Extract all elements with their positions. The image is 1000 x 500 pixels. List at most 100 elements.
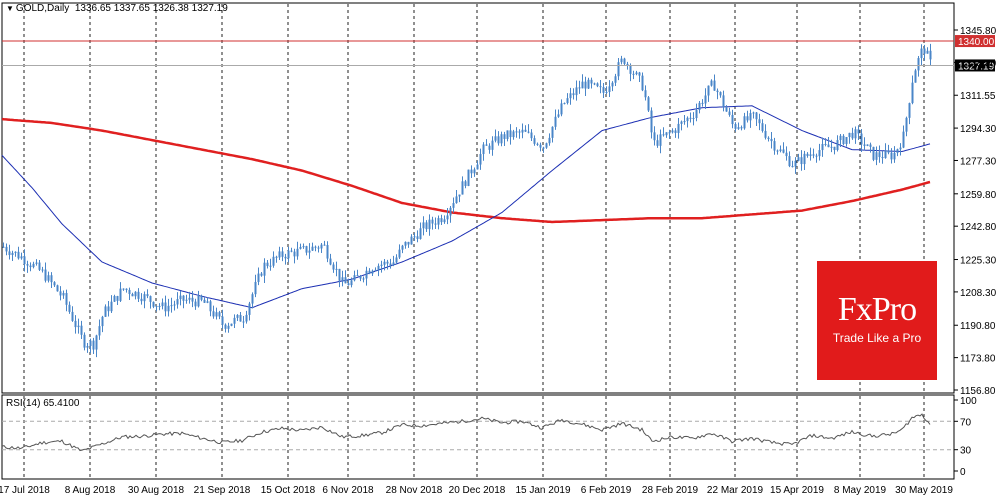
candle-body bbox=[662, 134, 665, 136]
candle-body bbox=[827, 144, 830, 148]
candle-body bbox=[776, 150, 779, 152]
candle-body bbox=[602, 87, 605, 93]
candle-body bbox=[266, 262, 269, 267]
symbol-label: GOLD,Daily bbox=[15, 3, 70, 14]
candle-body bbox=[521, 129, 524, 133]
candle-body bbox=[920, 48, 923, 59]
candle-body bbox=[281, 251, 284, 257]
candle-body bbox=[590, 79, 593, 84]
candle-body bbox=[179, 295, 182, 300]
price-tick-label: 1259.80 bbox=[960, 190, 997, 201]
candle-body bbox=[299, 246, 302, 249]
candle-body bbox=[482, 144, 485, 155]
candle-body bbox=[353, 275, 356, 281]
candle-body bbox=[377, 265, 380, 270]
candle-body bbox=[908, 103, 911, 118]
candle-body bbox=[743, 116, 746, 129]
candle-body bbox=[374, 269, 377, 271]
price-tick-label: 1277.30 bbox=[960, 156, 997, 167]
candle-body bbox=[842, 135, 845, 145]
candle-body bbox=[674, 130, 677, 133]
candle-body bbox=[263, 262, 266, 276]
rsi-value: 65.4100 bbox=[43, 398, 80, 409]
candle-body bbox=[470, 169, 473, 174]
candle-body bbox=[113, 296, 116, 302]
candle-body bbox=[830, 146, 833, 148]
candle-body bbox=[740, 127, 743, 129]
candlesticks bbox=[2, 43, 932, 358]
rsi-tick-label: 0 bbox=[960, 467, 966, 478]
candle-body bbox=[152, 301, 155, 307]
candle-body bbox=[401, 245, 404, 250]
rsi-tick-label: 100 bbox=[960, 396, 977, 407]
candle-body bbox=[458, 194, 461, 197]
candle-body bbox=[479, 154, 482, 165]
candle-body bbox=[806, 153, 809, 156]
candle-body bbox=[635, 72, 638, 75]
candle-body bbox=[608, 86, 611, 92]
candle-body bbox=[680, 121, 683, 124]
date-tick-label: 30 May 2019 bbox=[895, 485, 953, 496]
candle-body bbox=[443, 219, 446, 223]
candle-body bbox=[140, 298, 143, 302]
candle-body bbox=[563, 103, 566, 105]
candle-body bbox=[485, 144, 488, 146]
candle-body bbox=[284, 256, 287, 259]
candle-body bbox=[500, 134, 503, 144]
level-price-tag-label: 1340.00 bbox=[958, 37, 995, 48]
high-value: 1337.65 bbox=[113, 3, 150, 14]
candle-body bbox=[26, 264, 29, 266]
candle-body bbox=[614, 76, 617, 83]
candle-body bbox=[491, 140, 494, 150]
candle-body bbox=[917, 58, 920, 71]
candle-body bbox=[446, 215, 449, 220]
candle-body bbox=[863, 144, 866, 146]
candle-body bbox=[782, 149, 785, 153]
candle-body bbox=[419, 228, 422, 239]
candle-body bbox=[929, 50, 932, 60]
candle-body bbox=[575, 87, 578, 96]
candle-body bbox=[632, 73, 635, 75]
candle-body bbox=[779, 149, 782, 151]
candle-body bbox=[233, 317, 236, 324]
candle-body bbox=[809, 154, 812, 156]
candle-body bbox=[611, 82, 614, 87]
candle-body bbox=[311, 246, 314, 251]
candle-body bbox=[659, 134, 662, 146]
candle-body bbox=[239, 314, 242, 322]
candle-body bbox=[242, 321, 245, 323]
candle-body bbox=[905, 117, 908, 132]
candle-body bbox=[794, 160, 797, 167]
candle-body bbox=[914, 70, 917, 83]
candle-body bbox=[878, 152, 881, 158]
candle-body bbox=[785, 152, 788, 157]
candle-body bbox=[773, 141, 776, 151]
candle-body bbox=[203, 299, 206, 303]
candle-body bbox=[116, 296, 119, 301]
candle-body bbox=[554, 116, 557, 127]
candle-body bbox=[473, 169, 476, 174]
candle-body bbox=[107, 306, 110, 312]
candle-body bbox=[92, 340, 95, 350]
candle-body bbox=[623, 58, 626, 64]
candle-body bbox=[923, 48, 926, 54]
candle-body bbox=[350, 280, 353, 286]
price-tick-label: 1311.55 bbox=[960, 91, 996, 102]
candle-body bbox=[926, 50, 929, 54]
candle-body bbox=[440, 218, 443, 223]
dropdown-triangle-icon[interactable]: ▼ bbox=[6, 4, 14, 13]
candle-body bbox=[545, 143, 548, 148]
rsi-header: RSI(14) 65.4100 bbox=[6, 398, 79, 409]
candle-body bbox=[323, 244, 326, 246]
price-tick-label: 1294.30 bbox=[960, 124, 997, 135]
candle-body bbox=[884, 150, 887, 159]
candle-body bbox=[803, 153, 806, 165]
candle-body bbox=[380, 264, 383, 266]
candle-body bbox=[833, 146, 836, 151]
candle-body bbox=[41, 269, 44, 271]
candle-body bbox=[437, 218, 440, 225]
candle-body bbox=[644, 90, 647, 98]
candle-body bbox=[539, 144, 542, 148]
candle-body bbox=[224, 324, 227, 329]
